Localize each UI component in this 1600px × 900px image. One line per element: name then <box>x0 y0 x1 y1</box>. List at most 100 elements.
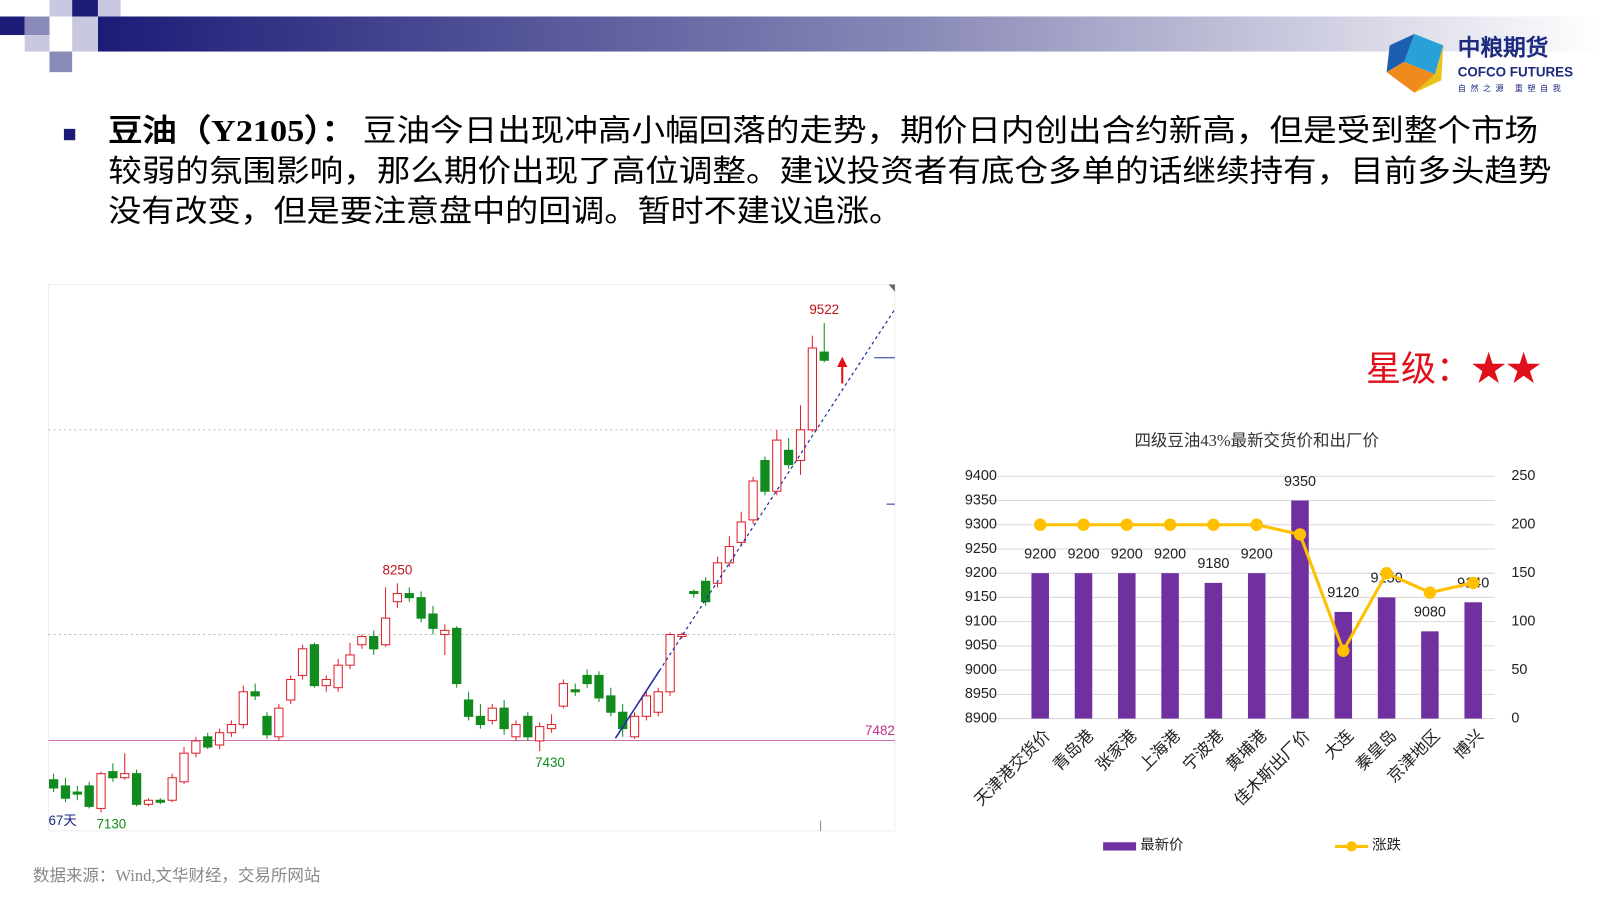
x-tick-label: 宁波港 <box>1179 726 1228 775</box>
candle-body <box>226 724 237 734</box>
line-marker <box>1077 518 1090 531</box>
candle-body <box>629 715 640 738</box>
logo-slogan: 自然之源 重塑自我 <box>1458 83 1561 93</box>
bar-label: 9200 <box>1154 546 1186 562</box>
bar <box>1074 573 1093 719</box>
legend-swatch <box>1103 842 1137 851</box>
logo-cn: 中粮期货 <box>1458 34 1549 60</box>
bullet-line: 没有改变，但是要注意盘中的回调。暂时不建议追涨。 <box>108 194 902 229</box>
candle-body <box>772 439 782 492</box>
line-marker <box>1120 518 1133 531</box>
candle-body <box>214 732 225 746</box>
candle-body <box>546 724 557 730</box>
bar <box>1118 573 1136 719</box>
bar-label: 9200 <box>1024 546 1056 562</box>
y-tick-label: 9000 <box>965 662 997 678</box>
line-marker <box>1380 567 1393 580</box>
y-tick-label: 9200 <box>965 565 997 581</box>
x-tick-label: 天津港交货价 <box>971 726 1054 809</box>
candle-body <box>784 449 794 466</box>
x-tick-label: 佳木斯出厂价 <box>1230 726 1313 809</box>
candle-body <box>120 773 130 779</box>
bar-label: 9200 <box>1111 546 1143 562</box>
candle-body <box>321 678 331 687</box>
header-bar <box>97 16 1600 52</box>
candle-body <box>357 636 367 646</box>
candle-body <box>535 726 545 742</box>
candle-body <box>333 664 343 689</box>
candle-body <box>807 347 818 431</box>
line-marker <box>1467 576 1480 590</box>
bar-label: 9350 <box>1284 474 1316 490</box>
price-annotation: 9522 <box>809 302 839 317</box>
logo-cube <box>1386 34 1444 93</box>
candle-body <box>380 617 391 646</box>
candle-body <box>748 480 758 521</box>
candle-body <box>475 715 486 726</box>
candle-body <box>736 521 746 543</box>
candle-body <box>701 580 711 603</box>
candle-body <box>606 695 616 713</box>
bullet-marker <box>63 128 76 141</box>
x-tick-label: 博兴 <box>1450 726 1487 763</box>
line-marker <box>1163 518 1177 531</box>
y2-tick-label: 0 <box>1511 710 1519 726</box>
candle-body <box>84 785 94 807</box>
bar <box>1334 611 1353 719</box>
candle-body <box>108 771 118 779</box>
candle-chart: 7482 9522 8250 7430 7130 67天 <box>48 302 895 831</box>
candle-body <box>724 545 735 564</box>
candle-body <box>155 799 165 803</box>
candle-body <box>499 707 509 730</box>
candle-body <box>653 691 663 713</box>
y-tick-label: 8950 <box>965 686 997 702</box>
bar <box>1291 500 1309 719</box>
price-annotation: 8250 <box>383 563 413 578</box>
candle-body <box>203 736 213 748</box>
bar <box>1161 573 1179 719</box>
candle-body <box>665 633 675 693</box>
y-tick-label: 9050 <box>965 638 997 654</box>
logo-en: COFCO FUTURES <box>1458 65 1573 80</box>
chart-title: 四级豆油43%最新交货价和出厂价 <box>1134 431 1379 450</box>
line-marker <box>1293 528 1307 541</box>
bar <box>1031 573 1049 719</box>
y-tick-label: 8900 <box>965 710 997 726</box>
header-squares <box>0 0 121 73</box>
y2-tick-label: 200 <box>1511 517 1535 533</box>
price-annotation: 7430 <box>535 755 565 770</box>
candle-body <box>404 593 414 599</box>
candle-chart-frame <box>47 284 896 832</box>
y2-tick-label: 100 <box>1511 613 1535 629</box>
candle-body <box>523 715 533 738</box>
candle-body <box>345 654 355 666</box>
candle-body <box>819 351 829 361</box>
candle-body <box>440 629 450 636</box>
bar-label: 9200 <box>1067 546 1099 562</box>
candle-body <box>167 777 177 801</box>
bar-label: 9200 <box>1241 546 1273 562</box>
y-tick-label: 9350 <box>965 492 997 508</box>
candle-body <box>143 799 154 805</box>
bar <box>1204 582 1223 719</box>
candle-body <box>191 740 201 754</box>
x-tick-label: 上海港 <box>1135 726 1184 775</box>
candle-body <box>416 597 426 619</box>
bar-line-chart: 四级豆油43%最新交货价和出厂价 8900 8950 9000 9050 9100 9150… <box>965 431 1536 854</box>
support-label: 7482 <box>865 723 895 738</box>
candle-body <box>96 773 106 809</box>
candle-body <box>274 707 284 738</box>
bullet-heading: 豆油（Y2105）： <box>108 113 355 148</box>
legend-label: 最新价 <box>1140 837 1183 854</box>
candle-body <box>594 674 604 699</box>
bullet-line: 较弱的氛围影响，那么期价出现了高位调整。建议投资者有底仓多单的话继续持有，目前多… <box>108 153 1551 188</box>
line-marker <box>1250 518 1263 531</box>
x-tick-label: 青岛港 <box>1049 726 1098 775</box>
line-marker <box>1034 518 1047 531</box>
candle-body <box>48 779 59 789</box>
candle-body <box>582 674 592 685</box>
bar <box>1247 573 1266 719</box>
candle-body <box>452 627 462 685</box>
